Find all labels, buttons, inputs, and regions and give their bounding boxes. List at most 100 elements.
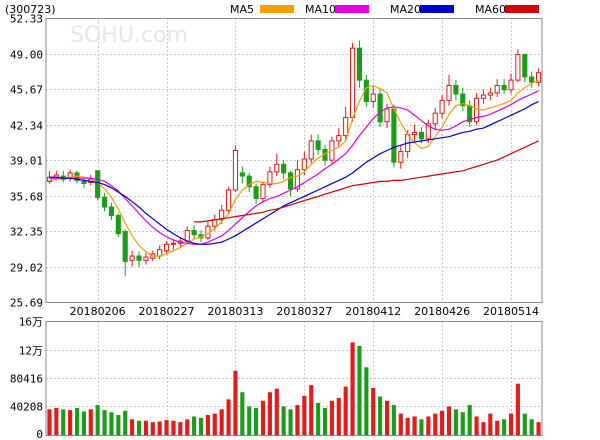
candle-body (343, 116, 349, 137)
volume-bar (502, 419, 507, 435)
date-tick-label: 20180327 (276, 305, 332, 318)
volume-bar (164, 420, 169, 435)
volume-bar (460, 412, 465, 435)
volume-bar (398, 413, 403, 435)
volume-bar (102, 410, 107, 435)
candle-body (432, 112, 438, 125)
volume-bar (378, 396, 383, 435)
candle-body (301, 158, 307, 171)
candle-body (411, 131, 418, 136)
price-grid (46, 18, 542, 302)
volume-bar (88, 409, 93, 435)
volume-bar (391, 405, 396, 435)
volume-bar (54, 407, 59, 435)
candle-body (232, 150, 239, 191)
candle-body (184, 229, 190, 242)
volume-bar (61, 409, 66, 435)
moving-averages (49, 79, 539, 257)
price-tick-label: 42.34 (10, 120, 43, 133)
volume-bar (336, 397, 341, 435)
date-axis: 20180206 20180227 20180313 20180327 20180412… (70, 305, 539, 318)
volume-bar (508, 413, 514, 435)
volume-bar (274, 388, 279, 435)
watermark: SOHU.com (70, 23, 188, 48)
price-tick-label: 32.35 (10, 226, 43, 239)
volume-bar (309, 385, 314, 435)
volume-bar (171, 420, 176, 435)
volume-bar (157, 421, 162, 435)
volume-bar (495, 420, 500, 435)
candle-body (170, 242, 177, 245)
volume-bar (412, 416, 417, 435)
volume-tick-label: 0 (36, 428, 43, 440)
candle-body (460, 93, 466, 107)
volume-bar (488, 413, 493, 435)
candle-body (108, 206, 115, 217)
price-tick-label: 45.67 (10, 84, 43, 97)
candle-body (535, 72, 542, 83)
volume-bar (522, 413, 527, 435)
candle-body (163, 243, 170, 252)
price-tick-label: 25.69 (10, 297, 43, 310)
volume-bar (178, 422, 183, 435)
candle-body (308, 140, 314, 160)
candle-body (501, 84, 507, 91)
volume-bar (212, 413, 217, 435)
volume-bar (185, 419, 190, 435)
ma10-line (49, 90, 539, 245)
volume-bar (254, 407, 259, 435)
volume-bar (198, 417, 204, 435)
candle-body (315, 140, 321, 150)
candle-body (81, 180, 87, 185)
price-tick-label: 35.68 (10, 191, 43, 204)
ma60-line (194, 140, 539, 223)
candle-body (356, 47, 363, 81)
volume-bar (515, 383, 520, 435)
volume-tick-label: 16万 (19, 316, 43, 329)
candle-body (508, 79, 514, 91)
volume-bar (240, 392, 245, 435)
volume-grid (46, 321, 542, 435)
candle-body (115, 215, 121, 235)
volume-bar (467, 405, 472, 435)
candle-body (191, 229, 197, 236)
legend-label-ma10: MA10 (305, 3, 336, 16)
volume-bar (150, 422, 155, 435)
candle-body (349, 47, 356, 118)
candlesticks (46, 40, 542, 277)
volume-bar (81, 411, 86, 435)
date-tick-label: 20180412 (345, 305, 401, 318)
volume-bar (419, 419, 424, 435)
volume-bar (364, 367, 369, 435)
candle-body (294, 169, 301, 190)
volume-bar (446, 406, 452, 435)
legend-swatch-ma5 (260, 5, 294, 13)
volume-bar (536, 422, 541, 435)
ma20-line (49, 100, 539, 245)
candle-body (225, 189, 232, 211)
volume-bar (68, 410, 73, 435)
candle-body (122, 231, 128, 262)
volume-bar (47, 409, 52, 435)
volume-bar (267, 392, 272, 435)
volume-bar (136, 420, 142, 435)
volume-axis: 16万 12万 80416 40208 0 (10, 316, 43, 440)
volume-bar (440, 410, 445, 435)
candle-body (522, 54, 528, 78)
volume-tick-label: 12万 (19, 345, 43, 358)
volume-bar (192, 416, 197, 435)
candle-body (425, 123, 431, 140)
volume-bar (371, 387, 376, 435)
legend-label-ma5: MA5 (230, 3, 254, 16)
ma5-line (49, 79, 539, 257)
volume-panel-frame (45, 321, 543, 436)
legend-swatch-ma10 (335, 5, 369, 13)
volume-bar (426, 416, 431, 435)
price-tick-label: 52.33 (10, 13, 43, 26)
stock-code: (300723) (5, 3, 56, 16)
price-tick-label: 39.01 (10, 155, 43, 168)
volume-bars (47, 342, 541, 435)
price-tick-label: 29.02 (10, 262, 43, 275)
date-tick-label: 20180426 (414, 305, 470, 318)
